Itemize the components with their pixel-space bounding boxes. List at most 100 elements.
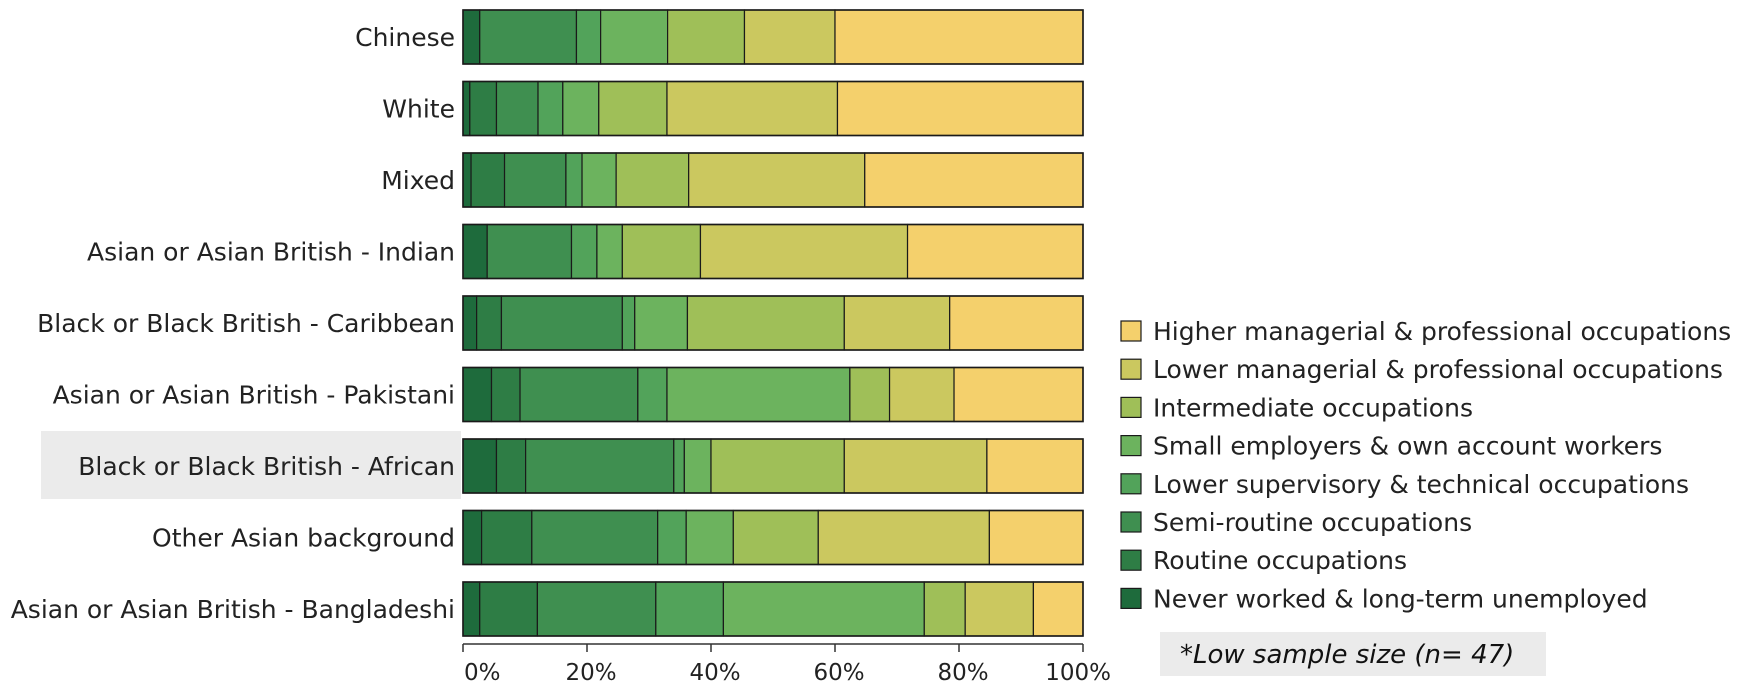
bar-segment-other-asian-background-0 [462, 509, 483, 566]
bar-segment-black-or-black-british-african-1 [495, 438, 527, 494]
legend-label: Lower supervisory & technical occupation… [1153, 470, 1689, 499]
bar-segment-chinese-5 [666, 9, 746, 65]
legend-item: Intermediate occupations [1120, 393, 1473, 422]
bar-segment-asian-or-asian-british-indian-0 [462, 223, 488, 280]
bar-segment-asian-or-asian-british-pakistani-6 [888, 366, 955, 423]
bar-row-white [462, 80, 1084, 137]
bar-segment-black-or-black-british-caribbean-7 [949, 295, 1084, 351]
bar-segment-black-or-black-british-caribbean-1 [476, 295, 503, 351]
bar-segment-white-0 [462, 80, 471, 137]
bar-segment-white-2 [495, 80, 539, 137]
legend-item: Higher managerial & professional occupat… [1120, 317, 1731, 346]
bar-segment-other-asian-background-3 [657, 509, 687, 566]
bar-outline [462, 9, 1084, 65]
legend-swatch [1120, 396, 1142, 418]
bar-segment-white-1 [469, 80, 498, 137]
bar-segment-mixed-4 [581, 152, 617, 208]
legend-swatch [1120, 587, 1142, 610]
bar-segment-asian-or-asian-british-pakistani-0 [462, 366, 493, 423]
bar-segment-mixed-0 [462, 152, 472, 208]
category-labels: Chinese White Mixed Asian or Asian British … [11, 23, 455, 624]
bar-segment-asian-or-asian-british-bangladeshi-7 [1032, 581, 1084, 637]
bar-outline [462, 366, 1084, 423]
bar-segment-other-asian-background-1 [481, 509, 533, 566]
bar-segment-asian-or-asian-british-indian-2 [486, 223, 573, 280]
bar-segment-asian-or-asian-british-indian-5 [621, 223, 702, 280]
legend-item: Semi-routine occupations [1120, 508, 1472, 537]
bar-segment-asian-or-asian-british-indian-6 [699, 223, 909, 280]
bar-row-chinese [462, 9, 1084, 65]
bar-segment-white-3 [537, 80, 564, 137]
x-tick-label: 60% [813, 660, 864, 686]
bar-segment-asian-or-asian-british-bangladeshi-2 [536, 581, 657, 637]
bar-outline [462, 581, 1084, 637]
category-label: Asian or Asian British - Bangladeshi [11, 595, 455, 624]
bar-segment-asian-or-asian-british-bangladeshi-4 [722, 581, 925, 637]
bar-segment-asian-or-asian-british-bangladeshi-5 [923, 581, 966, 637]
note-background [1160, 632, 1546, 676]
bar-segment-asian-or-asian-british-bangladeshi-6 [964, 581, 1035, 637]
legend-label: Lower managerial & professional occupati… [1153, 355, 1723, 384]
bar-segment-other-asian-background-2 [531, 509, 659, 566]
x-tick-label: 0% [464, 660, 501, 686]
bar-segment-white-4 [562, 80, 600, 137]
legend-label: Intermediate occupations [1153, 393, 1473, 422]
bar-segment-chinese-4 [600, 9, 669, 65]
bar-segment-asian-or-asian-british-bangladeshi-3 [655, 581, 725, 637]
category-label: Black or Black British - Caribbean [37, 309, 455, 338]
category-label: Asian or Asian British - Indian [87, 238, 455, 267]
bar-segment-black-or-black-british-caribbean-0 [462, 295, 478, 351]
bar-segment-black-or-black-british-african-2 [525, 438, 675, 494]
bar-segment-asian-or-asian-british-indian-3 [570, 223, 598, 280]
bar-segment-black-or-black-british-caribbean-4 [634, 295, 689, 351]
legend-label: Higher managerial & professional occupat… [1153, 317, 1731, 346]
bar-segment-chinese-2 [479, 9, 578, 65]
bar-segment-chinese-3 [575, 9, 602, 65]
bar-outline [462, 438, 1084, 494]
legend-label: Never worked & long-term unemployed [1153, 584, 1648, 613]
bars-layer [462, 9, 1084, 637]
bar-segment-mixed-1 [470, 152, 506, 208]
bar-segment-asian-or-asian-british-pakistani-1 [490, 366, 521, 423]
legend-swatch [1120, 320, 1142, 342]
bar-segment-black-or-black-british-african-6 [843, 438, 988, 494]
bar-segment-asian-or-asian-british-pakistani-5 [849, 366, 891, 423]
bar-segment-asian-or-asian-british-bangladeshi-1 [479, 581, 538, 637]
bar-segment-black-or-black-british-african-3 [673, 438, 685, 494]
bar-segment-asian-or-asian-british-indian-4 [596, 223, 623, 280]
bar-segment-asian-or-asian-british-pakistani-3 [637, 366, 668, 423]
x-tick-label: 40% [689, 660, 740, 686]
legend-swatch [1120, 549, 1142, 571]
bar-segment-black-or-black-british-caribbean-6 [843, 295, 951, 351]
category-label: White [382, 95, 455, 124]
bar-segment-mixed-5 [615, 152, 690, 208]
legend-swatch [1120, 511, 1142, 533]
legend-item: Lower supervisory & technical occupation… [1120, 470, 1689, 499]
x-tick-label: 80% [937, 660, 988, 686]
bar-outline [462, 509, 1084, 566]
bar-segment-chinese-0 [462, 9, 481, 65]
x-tick-label: 100% [1045, 660, 1111, 686]
note-box: *Low sample size (n= 47) [1160, 632, 1546, 676]
category-label: Black or Black British - African [78, 452, 455, 481]
bar-segment-black-or-black-british-african-0 [462, 438, 498, 494]
bar-outline [462, 80, 1084, 137]
bar-segment-other-asian-background-6 [817, 509, 990, 566]
bar-segment-white-7 [836, 80, 1084, 137]
bar-row-black-or-black-british-african [462, 438, 1084, 494]
bar-segment-white-6 [666, 80, 839, 137]
bar-segment-black-or-black-british-caribbean-5 [686, 295, 845, 351]
legend-item: Small employers & own account workers [1120, 432, 1662, 461]
legend-item: Never worked & long-term unemployed [1120, 584, 1648, 613]
bar-segment-black-or-black-british-caribbean-3 [621, 295, 636, 351]
bar-segment-asian-or-asian-british-bangladeshi-0 [462, 581, 481, 637]
legend-label: Small employers & own account workers [1153, 432, 1662, 461]
bar-segment-mixed-6 [688, 152, 866, 208]
bar-row-asian-or-asian-british-pakistani [462, 366, 1084, 423]
bar-segment-other-asian-background-7 [988, 509, 1084, 566]
legend-swatch [1120, 358, 1142, 380]
bar-segment-asian-or-asian-british-pakistani-2 [519, 366, 639, 423]
bar-segment-black-or-black-british-african-4 [683, 438, 712, 494]
x-axis: 0% 20% 40% 60% 80% 100% [462, 643, 1111, 686]
bar-segment-mixed-2 [503, 152, 567, 208]
